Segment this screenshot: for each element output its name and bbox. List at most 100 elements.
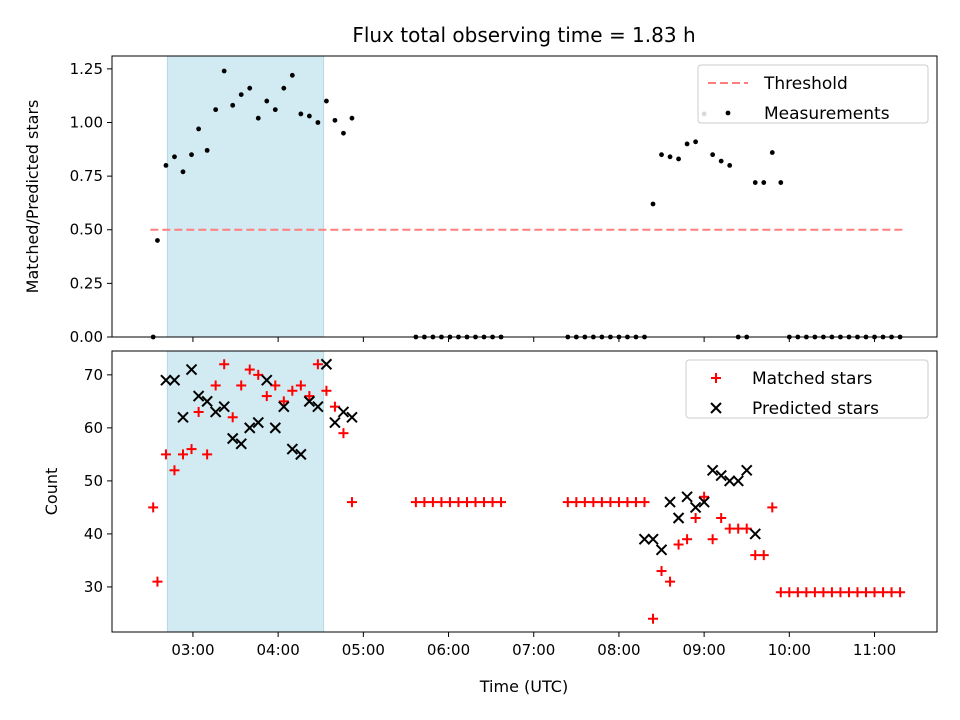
y-tick-label: 1.25 xyxy=(70,60,103,78)
data-point xyxy=(716,513,727,524)
legend-label: Threshold xyxy=(763,74,848,94)
data-point xyxy=(218,400,230,413)
data-point xyxy=(193,406,204,417)
data-point xyxy=(227,412,238,423)
data-point xyxy=(338,428,349,439)
data-point xyxy=(235,438,247,450)
data-point xyxy=(349,115,355,121)
data-point xyxy=(410,497,421,508)
y-tick-label: 50 xyxy=(84,472,103,490)
y-tick-label: 30 xyxy=(84,578,103,596)
data-point xyxy=(676,156,681,162)
data-point xyxy=(312,359,323,370)
data-point xyxy=(682,534,693,545)
data-point xyxy=(761,180,767,185)
legend-swatch xyxy=(725,110,731,116)
y-tick-label: 0.00 xyxy=(70,328,103,346)
data-point xyxy=(148,502,159,513)
data-point xyxy=(202,449,213,460)
data-point xyxy=(741,523,752,534)
data-point xyxy=(639,497,650,508)
data-point xyxy=(303,395,316,408)
data-point xyxy=(878,587,889,598)
data-point xyxy=(706,464,719,476)
data-point xyxy=(752,180,758,185)
data-point xyxy=(724,523,735,534)
data-point xyxy=(261,391,272,402)
data-point xyxy=(715,469,727,482)
data-point xyxy=(630,497,641,508)
y-tick-label: 1.00 xyxy=(70,113,103,131)
data-point xyxy=(792,587,803,598)
data-point xyxy=(638,533,651,545)
data-point xyxy=(236,380,247,391)
x-tick-label: 06:00 xyxy=(427,641,470,659)
legend-label: Matched stars xyxy=(752,369,872,389)
data-point xyxy=(201,395,213,408)
data-point xyxy=(622,497,633,508)
data-point xyxy=(699,491,710,502)
data-point xyxy=(287,385,298,396)
series-predicted-stars xyxy=(160,358,761,556)
data-point xyxy=(707,534,718,545)
x-tick-label: 07:00 xyxy=(512,641,555,659)
data-point xyxy=(698,496,710,508)
legend-label: Predicted stars xyxy=(752,399,879,419)
data-point xyxy=(732,475,744,487)
data-point xyxy=(741,464,753,476)
axes-frame xyxy=(111,55,938,338)
data-point xyxy=(270,380,281,391)
y-axis-label: Matched/Predicted stars xyxy=(23,100,42,294)
data-point xyxy=(281,85,287,91)
data-point xyxy=(461,497,472,508)
data-point xyxy=(596,497,607,508)
y-axis-label: Count xyxy=(42,468,61,516)
data-point xyxy=(295,380,306,391)
legend: Threshold Measurements xyxy=(697,64,929,124)
data-point xyxy=(852,587,863,598)
data-point xyxy=(656,566,667,577)
data-point xyxy=(295,448,307,461)
data-point xyxy=(168,374,181,386)
data-point xyxy=(230,102,236,108)
observing-window-shade xyxy=(166,55,325,338)
y-tick-label: 40 xyxy=(84,525,103,543)
data-point xyxy=(769,150,775,155)
data-point xyxy=(272,107,278,113)
data-point xyxy=(163,162,169,168)
data-point xyxy=(453,497,464,508)
data-point xyxy=(221,68,227,74)
data-point xyxy=(155,238,160,243)
data-point xyxy=(579,497,590,508)
data-point xyxy=(723,475,736,487)
data-point xyxy=(869,587,880,598)
data-point xyxy=(826,587,837,598)
data-point xyxy=(650,201,656,207)
data-point xyxy=(298,111,304,117)
bottom-panel: 30 40 50 60 70 03:00 04:00 05:00 06:00 07:00 08:00… xyxy=(42,350,938,659)
legend-swatch xyxy=(710,402,722,414)
data-point xyxy=(479,497,490,508)
x-tick-label: 03:00 xyxy=(171,641,214,659)
data-point xyxy=(172,154,177,160)
data-point xyxy=(681,491,693,503)
data-point xyxy=(665,576,676,587)
data-point xyxy=(321,385,332,396)
data-point xyxy=(571,497,582,508)
data-point xyxy=(444,497,455,508)
data-point xyxy=(843,587,854,598)
data-point xyxy=(648,613,659,624)
data-point xyxy=(733,523,744,534)
data-point xyxy=(204,147,210,153)
data-point xyxy=(672,512,685,524)
data-point xyxy=(818,587,829,598)
data-point xyxy=(255,115,261,121)
data-point xyxy=(487,497,498,508)
legend-box xyxy=(685,359,929,419)
legend: Matched stars Predicted stars xyxy=(685,359,929,419)
data-point xyxy=(562,497,573,508)
data-point xyxy=(886,587,897,598)
data-point xyxy=(238,92,244,98)
data-point xyxy=(312,400,324,413)
data-point xyxy=(278,396,289,407)
